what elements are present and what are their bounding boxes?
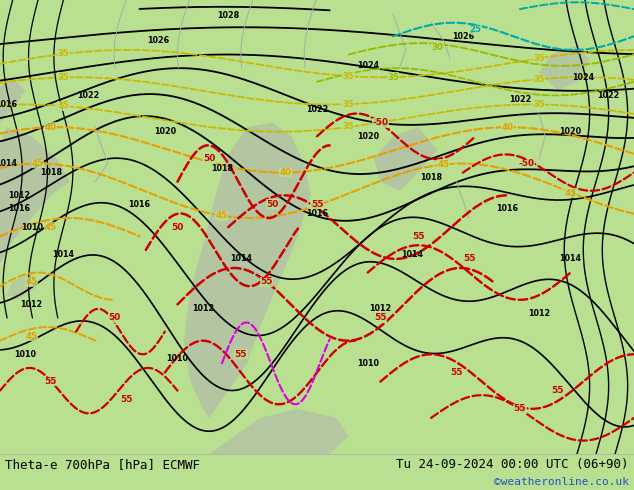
Text: 35: 35 xyxy=(533,53,545,63)
Text: 1014: 1014 xyxy=(0,159,17,168)
Polygon shape xyxy=(0,77,25,122)
Polygon shape xyxy=(184,122,311,418)
Polygon shape xyxy=(374,127,437,191)
Text: 1022: 1022 xyxy=(77,91,100,100)
Text: 50: 50 xyxy=(203,154,216,164)
Text: 35: 35 xyxy=(343,72,354,81)
Text: -50: -50 xyxy=(372,118,389,127)
Text: 1016: 1016 xyxy=(496,204,518,214)
Text: 35: 35 xyxy=(387,73,399,82)
Text: 1018: 1018 xyxy=(211,164,233,172)
Text: 1010: 1010 xyxy=(15,350,36,359)
Polygon shape xyxy=(6,272,38,300)
Text: 55: 55 xyxy=(374,314,387,322)
Text: 1020: 1020 xyxy=(560,127,581,136)
Text: 45: 45 xyxy=(26,332,37,341)
Text: 45: 45 xyxy=(32,159,44,168)
Text: 30: 30 xyxy=(432,43,443,52)
Text: 55: 55 xyxy=(235,350,247,359)
Text: 55: 55 xyxy=(412,232,425,241)
Text: Tu 24-09-2024 00:00 UTC (06+90): Tu 24-09-2024 00:00 UTC (06+90) xyxy=(396,459,629,471)
Text: 40: 40 xyxy=(280,168,291,177)
Polygon shape xyxy=(209,409,349,454)
Text: 1012: 1012 xyxy=(21,300,42,309)
Text: 1014: 1014 xyxy=(401,250,423,259)
Text: 35: 35 xyxy=(343,99,354,109)
Text: 1016: 1016 xyxy=(306,209,328,218)
Text: Theta-e 700hPa [hPa] ECMWF: Theta-e 700hPa [hPa] ECMWF xyxy=(5,459,200,471)
Text: 1026: 1026 xyxy=(452,32,474,41)
Text: 55: 55 xyxy=(311,200,323,209)
Text: 1010: 1010 xyxy=(167,354,188,364)
Text: 55: 55 xyxy=(514,404,526,413)
Text: 45: 45 xyxy=(26,277,37,286)
Polygon shape xyxy=(539,46,590,91)
Text: 1020: 1020 xyxy=(357,132,378,141)
Text: 55: 55 xyxy=(44,377,57,386)
Text: 1018: 1018 xyxy=(420,172,442,182)
Text: 40: 40 xyxy=(501,122,513,132)
Text: 50: 50 xyxy=(108,314,120,322)
Text: 50: 50 xyxy=(266,200,279,209)
Text: 1026: 1026 xyxy=(148,36,169,46)
Text: ©weatheronline.co.uk: ©weatheronline.co.uk xyxy=(494,477,629,487)
Text: 1028: 1028 xyxy=(217,11,240,21)
Text: 35: 35 xyxy=(343,122,354,131)
Text: 55: 55 xyxy=(450,368,463,377)
Text: 45: 45 xyxy=(438,160,450,169)
Text: 1014: 1014 xyxy=(230,254,252,264)
Text: 45: 45 xyxy=(216,211,228,220)
Polygon shape xyxy=(0,127,70,264)
Text: 50: 50 xyxy=(171,222,184,232)
Text: 1022: 1022 xyxy=(306,104,328,114)
Text: 55: 55 xyxy=(552,386,564,395)
Text: 1010: 1010 xyxy=(21,222,42,232)
Text: 1024: 1024 xyxy=(357,61,378,71)
Text: 1022: 1022 xyxy=(597,91,620,100)
Text: 35: 35 xyxy=(58,101,69,110)
Text: 1024: 1024 xyxy=(573,73,594,82)
Text: 35: 35 xyxy=(58,49,69,58)
Text: 1012: 1012 xyxy=(528,309,550,318)
Text: 1012: 1012 xyxy=(192,304,214,314)
Text: 45: 45 xyxy=(45,222,56,232)
Text: 1012: 1012 xyxy=(370,304,391,314)
Text: 1014: 1014 xyxy=(560,254,581,264)
Text: 1016: 1016 xyxy=(129,200,150,209)
Text: 1018: 1018 xyxy=(40,168,61,177)
Text: 45: 45 xyxy=(565,189,576,197)
Text: 35: 35 xyxy=(533,100,545,109)
Text: 1014: 1014 xyxy=(53,250,74,259)
Text: 40: 40 xyxy=(45,122,56,132)
Text: 1016: 1016 xyxy=(8,204,30,214)
Text: 1012: 1012 xyxy=(8,191,30,200)
Text: 25: 25 xyxy=(470,25,481,34)
Text: 35: 35 xyxy=(58,73,69,82)
Text: 35: 35 xyxy=(533,74,545,84)
Text: 1022: 1022 xyxy=(508,96,531,104)
Text: 55: 55 xyxy=(120,395,133,404)
Text: -50: -50 xyxy=(518,159,534,168)
Text: 55: 55 xyxy=(260,277,273,286)
Text: 1020: 1020 xyxy=(154,127,176,136)
Text: 55: 55 xyxy=(463,254,476,264)
Text: 1016: 1016 xyxy=(0,100,17,109)
Text: 1010: 1010 xyxy=(357,359,378,368)
